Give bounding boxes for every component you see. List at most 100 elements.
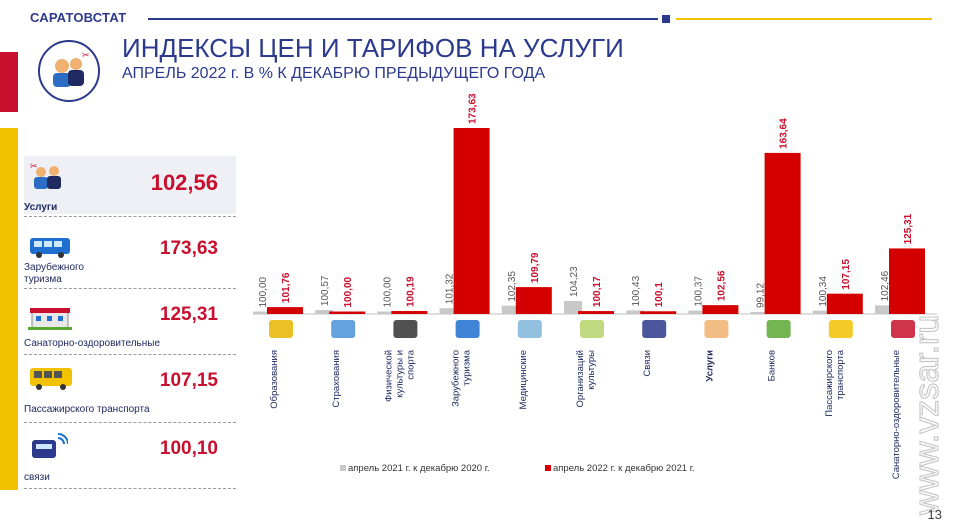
data-label: 107,15 [841, 259, 852, 290]
building-icon [28, 302, 74, 337]
panel-label: Зарубежного туризма [24, 262, 84, 285]
panel-value: 100,10 [159, 438, 218, 459]
panel-value: 102,56 [150, 170, 218, 195]
bus-icon [28, 232, 74, 265]
bar-2022 [640, 311, 677, 314]
svg-text:✂: ✂ [82, 50, 90, 60]
category-label: Образования [269, 350, 280, 409]
top-line-dot [662, 15, 670, 23]
data-label: 100,19 [405, 276, 416, 307]
top-line [148, 18, 658, 20]
category-icon [891, 320, 915, 338]
bar-2021 [501, 305, 520, 314]
bar-2021 [439, 308, 458, 314]
watermark-text: www.vzsar.ru [908, 315, 946, 516]
bar-2021 [626, 310, 645, 314]
bar-2021 [750, 312, 769, 314]
category-icon [642, 320, 667, 338]
panel-item-sanatorium: 125,31 Санаторно-оздоровительные [24, 294, 236, 352]
category-label: Услуги [704, 350, 715, 382]
bar-2022 [578, 311, 614, 314]
bar-2021 [315, 310, 334, 314]
category-icon [766, 320, 791, 338]
data-label: 100,17 [592, 276, 603, 307]
bar-2022 [764, 152, 801, 314]
panel-value: 107,15 [159, 370, 218, 391]
bar-2022 [889, 248, 925, 314]
category-label: Банков [767, 350, 778, 381]
data-label: 99,12 [756, 283, 767, 308]
data-label: 173,63 [468, 93, 479, 124]
bar-2022 [267, 307, 303, 314]
people-icon: ✂ [28, 160, 68, 199]
bar-2022 [826, 293, 863, 314]
side-accent-red [0, 52, 18, 112]
bar-2022 [515, 287, 552, 314]
category-label: Зарубежноготуризма [451, 349, 473, 407]
category-icon [704, 320, 729, 338]
panel-label: Пассажирского транспорта [24, 404, 150, 415]
data-label: 101,32 [445, 273, 456, 304]
data-label: 101,76 [281, 272, 292, 303]
bar-2022 [391, 311, 428, 314]
category-label: Организацийкультуры [575, 350, 597, 408]
category-label: Связи [642, 350, 653, 377]
bar-2021 [377, 311, 396, 314]
brand: САРАТОВСТАТ [30, 10, 127, 25]
panel-divider [24, 216, 236, 217]
panel-divider [24, 288, 236, 289]
category-icon [455, 320, 480, 338]
bar-2022 [453, 128, 490, 314]
legend-swatch [545, 465, 551, 471]
panel-divider [24, 354, 236, 355]
data-label: 102,56 [716, 270, 727, 301]
data-label: 100,00 [258, 276, 269, 307]
top-line-accent [676, 18, 932, 20]
svg-text:✂: ✂ [30, 161, 38, 171]
data-label: 104,23 [569, 266, 580, 297]
watermark: www.vzsar.ru [907, 190, 948, 520]
data-label: 100,00 [382, 276, 393, 307]
page-number: 13 [927, 507, 942, 522]
category-icon [517, 320, 542, 338]
category-icon [331, 320, 356, 338]
panel-value: 173,63 [159, 238, 218, 259]
category-label: Санаторно-оздоровительные [891, 350, 902, 479]
panel-item-tourism: 173,63 Зарубежного туризма [24, 222, 236, 286]
legend-entry: апрель 2021 г. к декабрю 2020 г. [348, 463, 490, 474]
phone-icon [28, 432, 69, 467]
bar-2021 [564, 300, 582, 314]
category-icon [393, 320, 418, 338]
panel-item-communications: 100,10 связи [24, 428, 236, 488]
category-label: Медицинские [518, 350, 529, 409]
data-label: 100,37 [693, 276, 704, 307]
data-label: 100,43 [631, 275, 642, 306]
side-accent-yellow [0, 128, 18, 490]
category-icon [269, 320, 293, 338]
data-label: 163,64 [779, 118, 790, 149]
data-label: 100,1 [654, 282, 665, 307]
bar-2021 [253, 311, 271, 314]
category-label: Страхования [331, 350, 342, 408]
panel-label: Услуги [24, 202, 58, 213]
data-label: 109,79 [530, 252, 541, 283]
data-label: 100,34 [818, 276, 829, 307]
bar-2021 [812, 310, 831, 314]
panel-label: Санаторно-оздоровительные [24, 338, 161, 349]
panel-label: связи [24, 472, 50, 483]
data-label: 100,00 [343, 276, 354, 307]
category-label: Физическойкультуры испорта [383, 349, 416, 402]
panel-item-transport: 107,15 Пассажирского транспорта [24, 360, 236, 420]
legend-swatch [340, 465, 346, 471]
category-label: Пассажирскоготранспорта [824, 349, 846, 416]
page-title: ИНДЕКСЫ ЦЕН И ТАРИФОВ НА УСЛУГИ [122, 33, 624, 63]
legend-entry: апрель 2022 г. к декабрю 2021 г. [553, 463, 695, 474]
category-icon [828, 320, 853, 338]
panel-value: 125,31 [159, 304, 218, 325]
data-label: 100,57 [320, 275, 331, 306]
data-label: 125,31 [903, 213, 914, 244]
panel-divider [24, 422, 236, 423]
services-logo-icon: ✂ [38, 40, 100, 102]
bar-2021 [688, 310, 707, 314]
